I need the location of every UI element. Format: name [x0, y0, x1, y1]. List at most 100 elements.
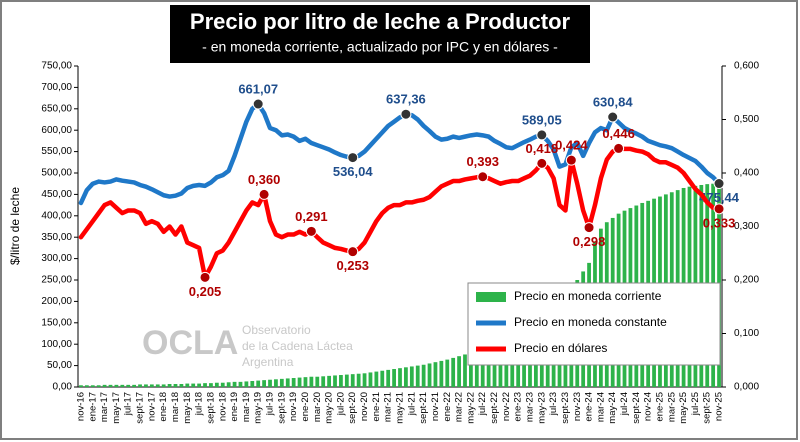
watermark-text: de la Cadena Láctea: [242, 339, 353, 353]
x-tick-label: nov-22: [501, 392, 512, 421]
point-marker: [583, 222, 595, 234]
legend-label: Precio en dólares: [514, 341, 607, 355]
bar: [226, 382, 231, 387]
bar: [415, 365, 420, 387]
bar: [469, 352, 473, 387]
x-tick-label: sept-21: [418, 392, 429, 424]
bar: [96, 385, 101, 387]
bar: [120, 384, 125, 387]
x-tick-label: jul-19: [265, 392, 276, 416]
x-tick-label: sept-19: [276, 392, 287, 424]
bar: [102, 384, 107, 387]
data-label: 475,44: [699, 190, 740, 205]
bar: [274, 379, 278, 387]
x-tick-label: jul-21: [406, 392, 417, 416]
x-tick-label: mar-18: [170, 392, 181, 422]
point-marker: [536, 157, 548, 169]
y-tick-label: 700,00: [41, 82, 72, 93]
data-label: 0,253: [336, 258, 369, 273]
y-tick-label: 200,00: [41, 296, 72, 307]
bar: [108, 384, 113, 387]
bar: [155, 384, 160, 387]
bar: [114, 384, 119, 387]
y2-tick-label: 0,300: [734, 221, 759, 232]
bar: [285, 378, 290, 387]
x-tick-label: mar-24: [595, 392, 606, 422]
bar: [321, 376, 326, 387]
x-tick-label: mar-19: [241, 392, 252, 422]
bar: [486, 346, 491, 387]
bar: [138, 384, 142, 387]
data-label: 536,04: [333, 164, 374, 179]
line: [78, 146, 722, 280]
legend-label: Precio en moneda corriente: [514, 289, 662, 303]
legend: Precio en moneda corriente Precio en mone…: [467, 282, 721, 366]
x-tick-label: ene-22: [442, 392, 453, 422]
y-tick-label: 100,00: [41, 339, 72, 350]
x-tick-label: sept-25: [702, 392, 713, 424]
bar: [309, 376, 314, 387]
x-tick-label: ene-24: [584, 392, 595, 422]
x-tick-label: nov-25: [714, 392, 725, 421]
y2-tick-label: 0,600: [734, 61, 759, 72]
point-marker: [305, 225, 317, 237]
x-tick-label: sept-20: [347, 392, 358, 424]
x-tick-label: may-19: [253, 392, 264, 424]
x-tick-label: nov-18: [217, 392, 228, 421]
y-tick-label: 0,00: [53, 382, 73, 393]
x-tick-label: jul-20: [335, 392, 346, 416]
x-tick-label: nov-17: [146, 392, 157, 421]
x-tick-label: may-20: [324, 392, 335, 424]
y-tick-label: 50,00: [47, 360, 72, 371]
data-label: 630,84: [593, 94, 634, 109]
x-tick-label: ene-21: [371, 392, 382, 422]
bar: [392, 369, 396, 387]
bar: [90, 385, 95, 387]
watermark-text: Observatorio: [242, 323, 311, 337]
bar: [398, 368, 402, 387]
x-tick-label: may-23: [536, 392, 547, 424]
bar: [374, 371, 379, 387]
point-marker: [199, 271, 211, 283]
point-marker: [258, 188, 270, 200]
point-marker: [607, 111, 619, 123]
y-tick-label: 500,00: [41, 168, 72, 179]
point-marker: [347, 246, 359, 258]
bar: [291, 378, 296, 387]
bar: [339, 375, 343, 387]
bar: [84, 385, 89, 387]
bar: [368, 372, 373, 387]
x-tick-label: may-25: [678, 392, 689, 424]
y-tick-label: 350,00: [41, 232, 72, 243]
bar: [356, 373, 361, 387]
x-tick-label: may-22: [465, 392, 476, 424]
bar: [238, 381, 243, 387]
bar: [427, 363, 432, 387]
bar: [445, 359, 450, 387]
y-axis-label: $/litro de leche: [8, 187, 22, 265]
bar: [421, 364, 426, 387]
bar: [315, 376, 320, 387]
point-marker: [713, 203, 725, 215]
bar: [297, 377, 302, 387]
bar: [333, 375, 337, 387]
point-marker: [565, 154, 577, 166]
y-tick-label: 300,00: [41, 253, 72, 264]
bar: [191, 383, 196, 387]
data-label: 589,05: [522, 112, 562, 127]
x-tick-label: nov-20: [359, 392, 370, 421]
x-tick-label: jul-24: [619, 392, 630, 416]
bar: [244, 381, 249, 387]
x-tick-label: mar-21: [383, 392, 394, 422]
bar: [409, 366, 414, 387]
point-marker: [713, 178, 725, 190]
bar: [303, 377, 308, 387]
x-tick-label: jul-17: [123, 392, 134, 416]
x-tick-label: jul-22: [477, 392, 488, 416]
y-tick-label: 550,00: [41, 146, 72, 157]
data-label: 0,393: [466, 154, 499, 169]
x-tick-label: jul-18: [194, 392, 205, 416]
y-tick-label: 600,00: [41, 125, 72, 136]
point-marker: [347, 152, 359, 164]
